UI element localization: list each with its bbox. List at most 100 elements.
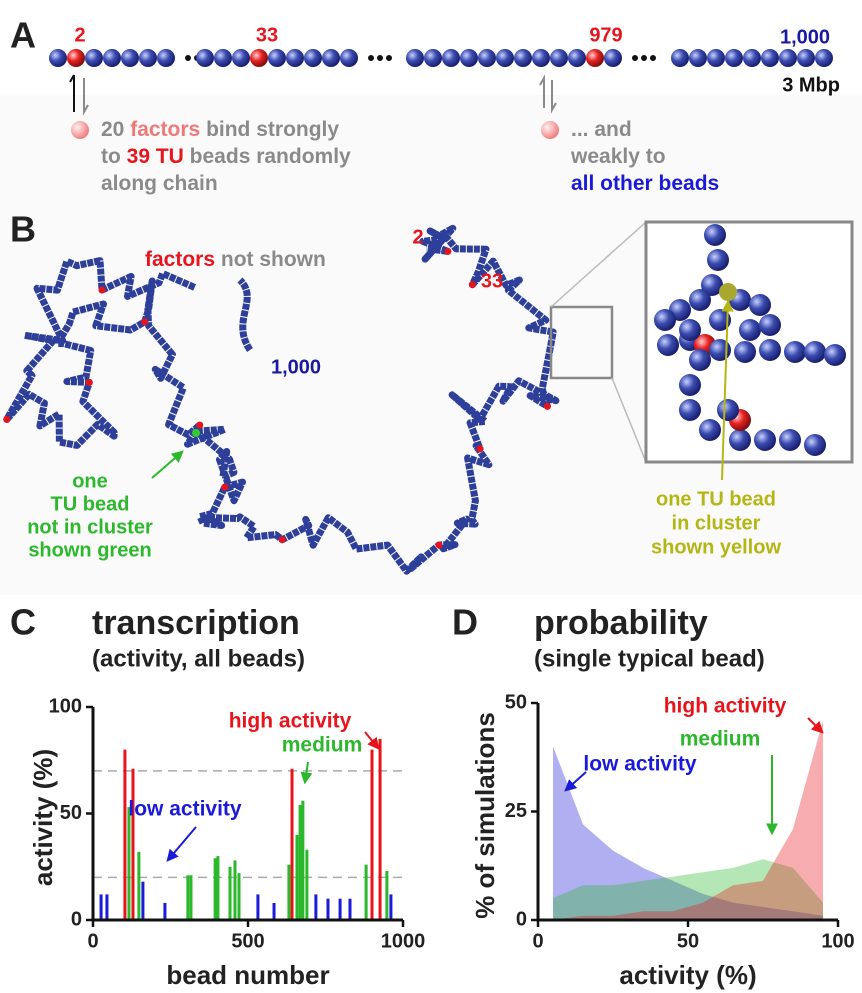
x-tick-label: 50 xyxy=(677,930,699,952)
x-axis-label: activity (%) xyxy=(619,960,756,990)
series-label: medium xyxy=(282,734,363,757)
chain-bead xyxy=(514,49,532,67)
chain-bead xyxy=(424,49,442,67)
tu-bead xyxy=(98,286,106,294)
chain-bead xyxy=(478,49,496,67)
area xyxy=(553,859,823,920)
tu-bead xyxy=(476,445,484,453)
series-pointer xyxy=(807,717,824,734)
bar xyxy=(301,800,305,920)
chart-title: transcription xyxy=(92,604,300,642)
bar xyxy=(272,902,276,920)
left-note-part: along chain xyxy=(101,172,218,195)
tu-bead xyxy=(468,281,476,289)
zoom-bead xyxy=(709,339,731,361)
bar xyxy=(127,807,131,920)
y-tick-label: 50 xyxy=(60,802,82,824)
green-note: one xyxy=(72,470,108,492)
left-note: 20 factors bind strongly xyxy=(101,118,339,141)
zoom-bead xyxy=(759,314,781,336)
left-note-part: bind strongly xyxy=(200,118,339,141)
panel-letter: D xyxy=(452,602,478,643)
factors-note-part: not shown xyxy=(215,248,326,271)
zoom-bead xyxy=(784,341,806,363)
chain-bead xyxy=(67,49,85,67)
chain-bead xyxy=(779,49,797,67)
chain-bead xyxy=(340,49,358,67)
series-label: high activity xyxy=(664,695,787,718)
chart-subtitle: (activity, all beads) xyxy=(92,645,305,672)
left-note: along chain xyxy=(101,172,218,195)
chain-gap xyxy=(650,55,656,61)
zoom-bead xyxy=(707,249,729,271)
factor-icon xyxy=(71,121,89,139)
x-axis-label: bead number xyxy=(166,960,329,990)
chain-bead xyxy=(743,49,761,67)
y-axis-label: % of simulations xyxy=(470,712,500,919)
chain-bead xyxy=(304,49,322,67)
chain-gap xyxy=(641,55,647,61)
bar xyxy=(216,856,220,920)
chain-bead xyxy=(532,49,550,67)
chain-bead xyxy=(460,49,478,67)
tu-bead xyxy=(444,247,452,255)
chain-bead xyxy=(139,49,157,67)
right-note-part: weakly to xyxy=(570,145,666,168)
chain-bead xyxy=(214,49,232,67)
zoom-bead xyxy=(704,224,726,246)
right-note: all other beads xyxy=(571,172,719,195)
left-note: to 39 TU beads randomly xyxy=(101,145,351,168)
area xyxy=(553,746,823,920)
chain-gap xyxy=(368,55,374,61)
chain-bead xyxy=(815,49,833,67)
tu-bead xyxy=(196,421,204,429)
y-tick-label: 0 xyxy=(516,908,527,930)
series-pointer xyxy=(166,826,197,862)
chain-bead xyxy=(49,49,67,67)
panel-letter: A xyxy=(10,15,36,56)
panel-letter: C xyxy=(10,602,36,643)
zoom-bead xyxy=(804,341,826,363)
zoom-bead xyxy=(654,309,676,331)
right-note-part: all other beads xyxy=(571,172,719,195)
factor-icon xyxy=(541,121,559,139)
chart-subtitle: (single typical bead) xyxy=(534,645,765,672)
factors-note: factors not shown xyxy=(145,248,326,271)
bar xyxy=(385,871,389,920)
zoom-bead xyxy=(779,429,801,451)
chain-bead xyxy=(689,49,707,67)
zoom-lines xyxy=(550,221,647,463)
chain-bead xyxy=(725,49,743,67)
y-tick-label: 100 xyxy=(49,695,82,717)
series-pointer xyxy=(300,761,313,785)
y-axis-label: activity (%) xyxy=(28,749,58,886)
bead-label: 2 xyxy=(412,226,423,248)
chain-bead xyxy=(268,49,286,67)
chain-gap xyxy=(185,55,191,61)
bead-label: 1,000 xyxy=(271,356,321,378)
zoom-bead xyxy=(657,334,679,356)
bar xyxy=(378,738,382,920)
series-label: high activity xyxy=(229,710,352,733)
chain-bead xyxy=(322,49,340,67)
series-label: low activity xyxy=(128,798,242,821)
bar xyxy=(287,864,291,920)
bead-label: 33 xyxy=(256,24,278,46)
yellow-note: shown yellow xyxy=(651,536,781,558)
zoom-bead xyxy=(739,319,761,341)
series-pointer xyxy=(364,731,380,750)
bar xyxy=(370,749,374,920)
y-tick-label: 0 xyxy=(71,908,82,930)
left-note-part: to xyxy=(101,145,127,168)
bar xyxy=(348,898,352,920)
chain-bead xyxy=(85,49,103,67)
chain-gap xyxy=(386,55,392,61)
x-tick-label: 0 xyxy=(532,930,543,952)
series-label: low activity xyxy=(583,753,697,776)
zoom-bead xyxy=(749,294,771,316)
bar xyxy=(141,881,145,920)
chain-bead xyxy=(568,49,586,67)
right-note-part: ... and xyxy=(571,118,632,141)
